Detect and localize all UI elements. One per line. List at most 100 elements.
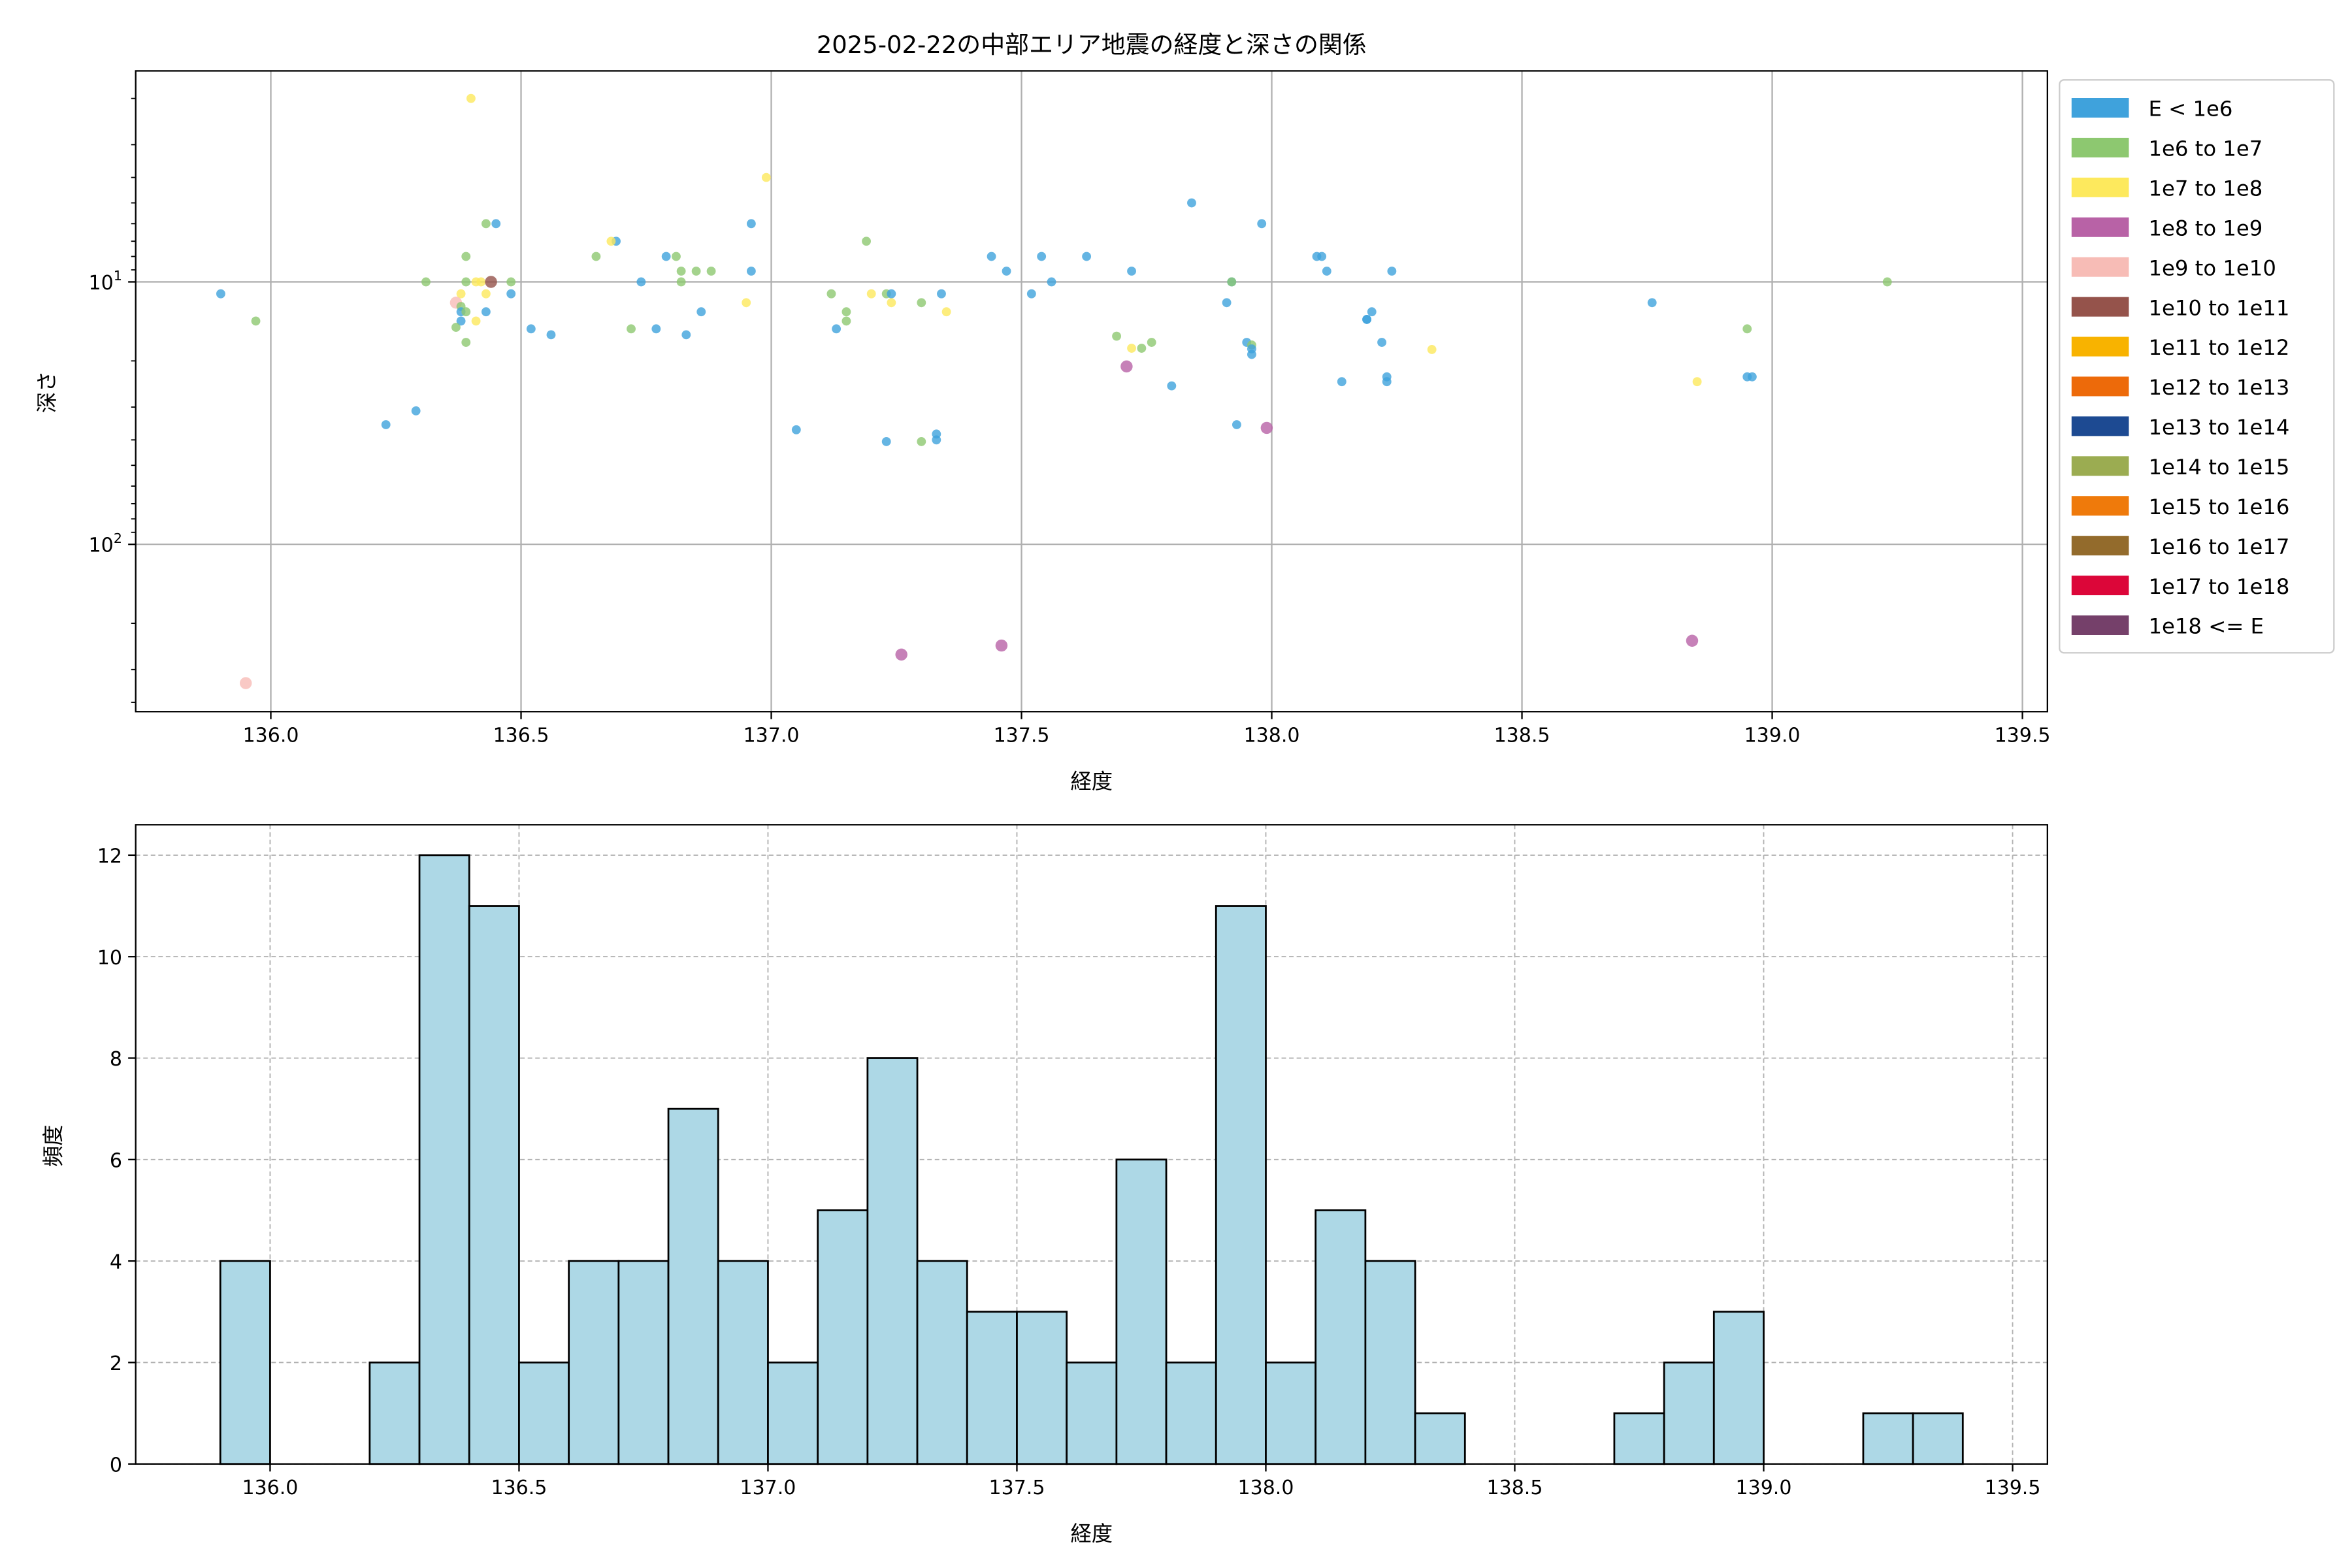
- scatter-point: [381, 420, 391, 429]
- legend-swatch: [2071, 496, 2129, 516]
- scatter-point: [1247, 350, 1256, 359]
- legend-swatch: [2071, 137, 2129, 157]
- histogram-bar: [1315, 1209, 1367, 1465]
- legend: E < 1e6 1e6 to 1e7 1e7 to 1e8 1e8 to 1e9 1e9…: [2059, 79, 2335, 654]
- scatter-point: [1367, 307, 1377, 317]
- scatter-point: [1222, 298, 1232, 308]
- x-tick-label: 137.0: [740, 1477, 796, 1499]
- scatter-point: [481, 307, 491, 317]
- scatter-point: [917, 436, 926, 446]
- legend-label: E < 1e6: [2148, 97, 2232, 122]
- x-tick-label: 138.0: [1244, 724, 1300, 747]
- legend-swatch: [2071, 297, 2129, 317]
- scatter-xlabel: 経度: [1070, 769, 1113, 794]
- legend-swatch: [2071, 217, 2129, 237]
- scatter-point: [456, 316, 466, 326]
- x-tick-label: 137.5: [989, 1477, 1045, 1499]
- y-tick-label: 2: [110, 1352, 122, 1375]
- scatter-point: [1147, 338, 1156, 347]
- histogram-bar: [966, 1311, 1018, 1465]
- legend-frame: [2059, 79, 2335, 654]
- scatter-point: [591, 252, 601, 261]
- histogram-bar: [1712, 1311, 1765, 1465]
- scatter-point: [239, 677, 252, 689]
- scatter-point: [526, 324, 536, 334]
- x-tick-label: 139.5: [1985, 1477, 2041, 1499]
- legend-swatch: [2071, 177, 2129, 197]
- histogram-bar: [1165, 1362, 1217, 1465]
- scatter-point: [461, 277, 471, 287]
- scatter-point: [651, 324, 661, 334]
- x-tick-label: 139.5: [1995, 724, 2051, 747]
- scatter-point: [761, 172, 771, 182]
- axes-frame: [135, 70, 2048, 713]
- x-tick-label: 138.5: [1494, 724, 1550, 747]
- histogram-bar: [219, 1260, 271, 1465]
- legend-label: 1e6 to 1e7: [2148, 137, 2262, 161]
- legend-label: 1e18 <= E: [2148, 614, 2264, 639]
- histogram-ylabel: 頻度: [41, 1125, 65, 1168]
- y-tick-label: 12: [97, 845, 122, 868]
- x-tick-label: 136.0: [243, 724, 299, 747]
- scatter-point: [1387, 267, 1397, 276]
- histogram-bar: [1016, 1311, 1068, 1465]
- y-tick-label: 6: [110, 1149, 122, 1172]
- scatter-point: [1427, 345, 1437, 354]
- scatter-point: [491, 219, 501, 229]
- histogram-bar: [717, 1260, 769, 1465]
- scatter-point: [636, 277, 646, 287]
- histogram-bar: [866, 1057, 919, 1465]
- scatter-point: [941, 307, 951, 317]
- scatter-ylabel: 深さ: [35, 371, 59, 414]
- scatter-point: [691, 267, 701, 276]
- scatter-point: [506, 289, 516, 299]
- histogram-bar: [817, 1209, 869, 1465]
- histogram-bar: [1215, 905, 1267, 1465]
- histogram-bar: [1912, 1412, 1964, 1465]
- scatter-point: [546, 330, 556, 340]
- histogram-bar: [468, 905, 520, 1465]
- scatter-point: [1260, 421, 1273, 434]
- scatter-point: [661, 252, 671, 261]
- scatter-point: [251, 316, 261, 326]
- scatter-point: [826, 289, 836, 299]
- histogram-bar: [1265, 1362, 1317, 1465]
- scatter-point: [1692, 377, 1702, 387]
- scatter-point: [481, 219, 491, 229]
- histogram-bar: [1066, 1362, 1118, 1465]
- histogram-bar: [1862, 1412, 1914, 1465]
- scatter-point: [696, 307, 706, 317]
- histogram-bar: [617, 1260, 670, 1465]
- histogram-bar: [1414, 1412, 1466, 1465]
- legend-label: 1e8 to 1e9: [2148, 216, 2262, 240]
- x-tick-label: 139.0: [1744, 724, 1801, 747]
- x-tick-label: 137.5: [994, 724, 1050, 747]
- scatter-point: [1082, 252, 1092, 261]
- y-tick-label: 101: [89, 268, 122, 295]
- scatter-point: [987, 252, 996, 261]
- scatter-point: [1362, 314, 1371, 324]
- scatter-point: [881, 436, 891, 446]
- scatter-point: [866, 289, 876, 299]
- legend-swatch: [2071, 257, 2129, 277]
- legend-swatch: [2071, 416, 2129, 436]
- legend-swatch: [2071, 98, 2129, 118]
- legend-swatch: [2071, 336, 2129, 357]
- y-tick-label: 102: [89, 531, 122, 557]
- x-tick-label: 138.0: [1238, 1477, 1294, 1499]
- scatter-point: [1047, 277, 1056, 287]
- scatter-point: [1377, 338, 1386, 347]
- scatter-point: [627, 324, 636, 334]
- scatter-point: [917, 298, 926, 308]
- scatter-title: 2025-02-22の中部エリア地震の経度と深さの関係: [817, 31, 1367, 59]
- x-tick-label: 139.0: [1736, 1477, 1792, 1499]
- histogram-bar: [568, 1260, 620, 1465]
- legend-swatch: [2071, 456, 2129, 476]
- x-tick-label: 136.5: [493, 724, 549, 747]
- legend-label: 1e10 to 1e11: [2148, 295, 2289, 320]
- scatter-point: [1137, 344, 1147, 353]
- scatter-point: [676, 277, 686, 287]
- legend-label: 1e11 to 1e12: [2148, 335, 2289, 360]
- scatter-point: [1742, 324, 1752, 334]
